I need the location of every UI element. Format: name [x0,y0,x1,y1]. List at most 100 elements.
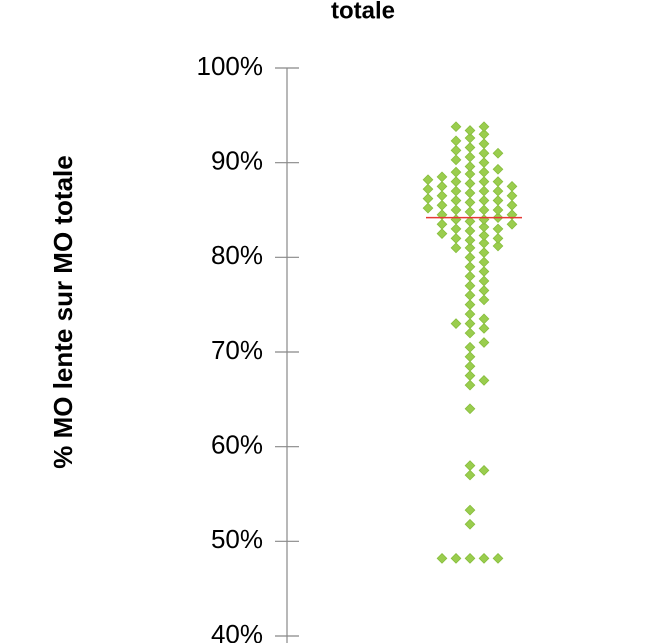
data-point [422,174,434,186]
data-point [464,469,476,481]
data-point [464,187,476,199]
y-tick-label: 60% [211,430,263,460]
data-point [464,206,476,218]
data-point [464,168,476,180]
data-point [492,163,504,175]
data-point [478,128,490,140]
data-point [492,240,504,252]
data-point [450,185,462,197]
data-point [464,460,476,471]
data-point [450,204,462,216]
data-point [478,247,490,258]
data-point [464,178,476,189]
y-tick-label: 40% [211,619,263,643]
y-tick-label: 50% [211,524,263,554]
data-point [464,360,476,372]
data-point [464,215,476,227]
data-point [422,183,434,195]
data-point [506,199,518,211]
data-point [506,180,518,192]
data-point [464,161,476,172]
data-point [464,234,476,246]
data-point [464,225,476,237]
data-point [422,193,434,205]
data-point [450,166,462,178]
data-point [464,308,476,320]
data-point [492,185,504,197]
data-point [478,285,490,296]
data-point [464,299,476,311]
y-axis-title: % MO lente sur MO totale [48,155,78,469]
data-point [450,144,462,156]
data-point [436,180,448,192]
data-point [464,318,476,329]
data-point [464,518,476,530]
data-point [478,221,490,233]
data-point [464,403,476,415]
data-point [464,251,476,263]
y-tick-label: 70% [211,335,263,365]
data-point [464,132,476,144]
data-point [478,214,490,225]
data-point [478,176,490,187]
y-tick-label: 100% [197,51,264,81]
data-point [464,242,476,254]
data-point [436,199,448,211]
data-point [478,313,490,325]
data-point [492,553,504,564]
data-point [450,195,462,206]
data-point [478,157,490,169]
data-point [492,195,504,206]
data-point [478,230,490,241]
data-point [464,553,476,564]
data-point [436,190,448,202]
data-point [492,223,504,235]
data-point [478,266,490,277]
data-point [478,322,490,334]
y-tick-label: 80% [211,240,263,270]
data-point [492,147,504,159]
data-point [478,337,490,348]
data-point [450,223,462,235]
data-point [464,280,476,292]
data-point [464,370,476,382]
data-point [478,275,490,287]
data-point [492,233,504,244]
data-point [450,135,462,147]
data-point [464,151,476,163]
data-point [464,289,476,301]
data-point [464,197,476,208]
chart-title: totale [331,0,395,24]
data-point [478,185,490,197]
data-point [450,154,462,166]
data-point [478,204,490,216]
data-point [450,318,462,329]
data-point [436,553,448,564]
data-point [478,553,490,564]
data-point [478,256,490,268]
data-point [464,261,476,273]
data-point [436,228,448,240]
data-point [436,171,448,183]
data-point [464,351,476,363]
data-point [450,121,462,133]
data-point [450,242,462,254]
y-tick-label: 90% [211,146,263,176]
data-point [450,176,462,187]
data-point [450,214,462,225]
data-point [464,125,476,136]
data-point [464,504,476,516]
data-point [478,375,490,386]
data-point [506,190,518,202]
data-point [492,176,504,187]
data-point [478,237,490,249]
data-point [464,327,476,339]
data-point [450,553,462,564]
data-point [478,147,490,159]
data-point [506,218,518,230]
data-point [478,464,490,476]
data-point [436,218,448,230]
data-point [478,195,490,206]
